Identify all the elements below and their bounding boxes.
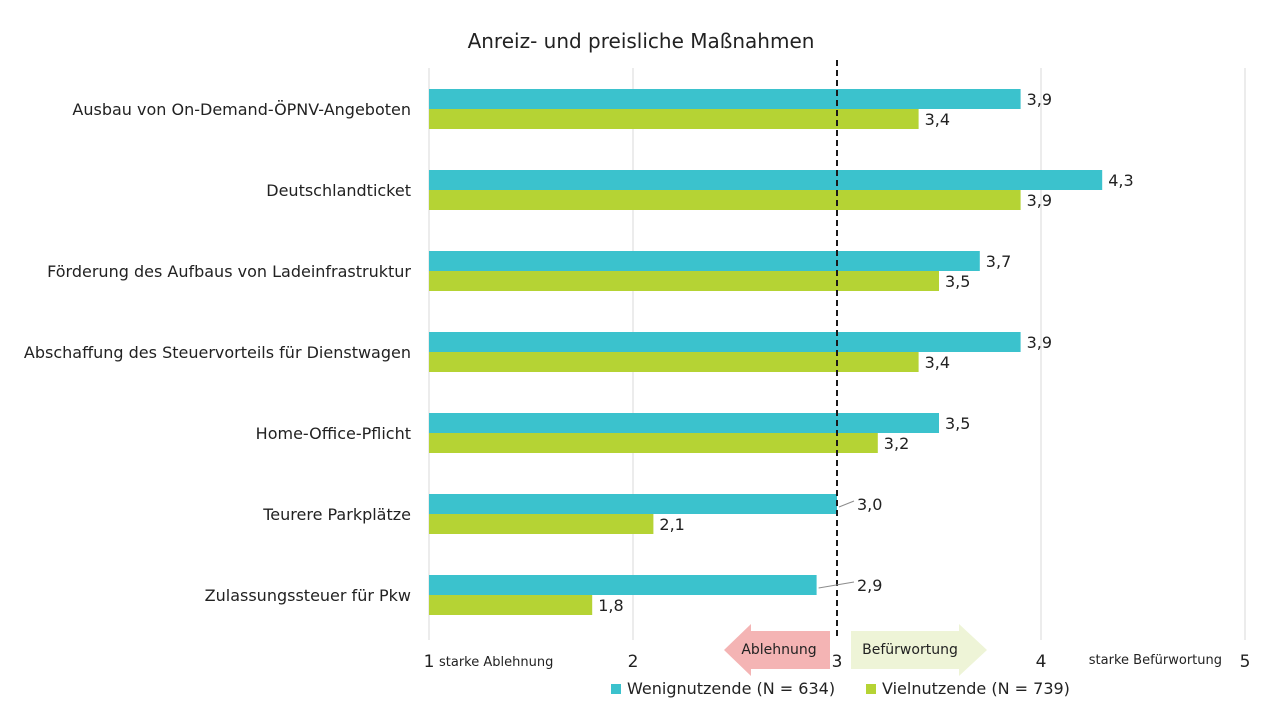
value-label-vielnutzende-zulassungssteuer-fuer-pkw: 1,8 — [598, 596, 623, 615]
value-label-wenignutzende-foerderung-des-aufbaus-von-ladeinfrastruktur: 3,7 — [986, 252, 1011, 271]
x-axis: Ablehnung Befürwortung 1 2 3 4 5 starke Ablehnu… — [424, 624, 1251, 676]
value-label-vielnutzende-ausbau-von-on-demand-oepnv-angeboten: 3,4 — [925, 110, 950, 129]
bar-vielnutzende-foerderung-des-aufbaus-von-ladeinfrastruktur — [429, 271, 939, 291]
leader-line-zulassungssteuer-fuer-pkw — [818, 581, 855, 589]
value-label-vielnutzende-deutschlandticket: 3,9 — [1027, 191, 1052, 210]
legend-label-wenignutzende: Wenignutzende (N = 634) — [627, 679, 836, 698]
bar-vielnutzende-abschaffung-des-steuervorteils-fuer-dienstwagen — [429, 352, 919, 372]
value-label-vielnutzende-foerderung-des-aufbaus-von-ladeinfrastruktur: 3,5 — [945, 272, 970, 291]
bar-vielnutzende-home-office-pflicht — [429, 433, 878, 453]
value-label-wenignutzende-home-office-pflicht: 3,5 — [945, 414, 970, 433]
bar-wenignutzende-home-office-pflicht — [429, 413, 939, 433]
category-label-home-office-pflicht: Home-Office-Pflicht — [256, 424, 411, 443]
legend-item-wenignutzende: Wenignutzende (N = 634) — [611, 679, 835, 698]
category-label-deutschlandticket: Deutschlandticket — [266, 181, 411, 200]
legend-swatch-vielnutzende — [866, 683, 876, 694]
category-label-foerderung-des-aufbaus-von-ladeinfrastruktur: Förderung des Aufbaus von Ladeinfrastruk… — [47, 262, 411, 281]
scale-label-high: starke Befürwortung — [1089, 653, 1222, 668]
bar-vielnutzende-ausbau-von-on-demand-oepnv-angeboten — [429, 109, 919, 129]
legend-item-vielnutzende: Vielnutzende (N = 739) — [866, 679, 1070, 698]
legend: Wenignutzende (N = 634) Vielnutzende (N … — [0, 679, 1280, 703]
category-label-ausbau-von-on-demand-oepnv-angeboten: Ausbau von On-Demand-ÖPNV-Angeboten — [72, 100, 411, 119]
bar-wenignutzende-foerderung-des-aufbaus-von-ladeinfrastruktur — [429, 251, 980, 271]
leader-line-teurere-parkplaetze — [838, 500, 855, 508]
bar-wenignutzende-abschaffung-des-steuervorteils-fuer-dienstwagen — [429, 332, 1021, 352]
category-label-teurere-parkplaetze: Teurere Parkplätze — [262, 505, 411, 524]
bar-wenignutzende-deutschlandticket — [429, 170, 1103, 190]
category-label-zulassungssteuer-fuer-pkw: Zulassungssteuer für Pkw — [205, 586, 411, 605]
bar-vielnutzende-teurere-parkplaetze — [429, 514, 654, 534]
bar-wenignutzende-zulassungssteuer-fuer-pkw — [429, 575, 817, 595]
bars — [429, 89, 1103, 615]
legend-label-vielnutzende: Vielnutzende (N = 739) — [882, 679, 1070, 698]
tick-label-1: 1 — [424, 652, 435, 672]
befuerwortung-label: Befürwortung — [862, 642, 958, 658]
ablehnung-arrow — [724, 624, 830, 676]
value-labels: 3,9 3,4 4,3 3,9 3,7 3,5 3,9 3,4 3,5 3,2 3,0 2,1 2,9 1… — [598, 90, 1133, 615]
chart-title: Anreiz- und preisliche Maßnahmen — [468, 29, 815, 53]
ablehnung-label: Ablehnung — [741, 642, 816, 658]
value-label-wenignutzende-deutschlandticket: 4,3 — [1108, 171, 1133, 190]
bar-wenignutzende-teurere-parkplaetze — [429, 494, 837, 514]
bar-vielnutzende-deutschlandticket — [429, 190, 1021, 210]
value-label-vielnutzende-abschaffung-des-steuervorteils-fuer-dienstwagen: 3,4 — [925, 353, 950, 372]
value-label-wenignutzende-ausbau-von-on-demand-oepnv-angeboten: 3,9 — [1027, 90, 1052, 109]
bar-wenignutzende-ausbau-von-on-demand-oepnv-angeboten — [429, 89, 1021, 109]
category-labels: Ausbau von On-Demand-ÖPNV-Angeboten Deuts… — [24, 100, 412, 605]
value-label-wenignutzende-teurere-parkplaetze: 3,0 — [857, 495, 882, 514]
tick-label-5: 5 — [1240, 652, 1251, 672]
scale-label-low: starke Ablehnung — [439, 655, 553, 670]
legend-swatch-wenignutzende — [611, 683, 621, 694]
value-label-wenignutzende-abschaffung-des-steuervorteils-fuer-dienstwagen: 3,9 — [1027, 333, 1052, 352]
value-label-wenignutzende-zulassungssteuer-fuer-pkw: 2,9 — [857, 576, 882, 595]
bar-vielnutzende-zulassungssteuer-fuer-pkw — [429, 595, 593, 615]
tick-label-3: 3 — [832, 652, 843, 672]
category-label-abschaffung-des-steuervorteils-fuer-dienstwagen: Abschaffung des Steuervorteils für Diens… — [24, 343, 411, 362]
value-label-vielnutzende-home-office-pflicht: 3,2 — [884, 434, 909, 453]
tick-label-2: 2 — [628, 652, 639, 672]
befuerwortung-arrow — [851, 624, 987, 676]
value-label-vielnutzende-teurere-parkplaetze: 2,1 — [659, 515, 684, 534]
tick-label-4: 4 — [1036, 652, 1047, 672]
